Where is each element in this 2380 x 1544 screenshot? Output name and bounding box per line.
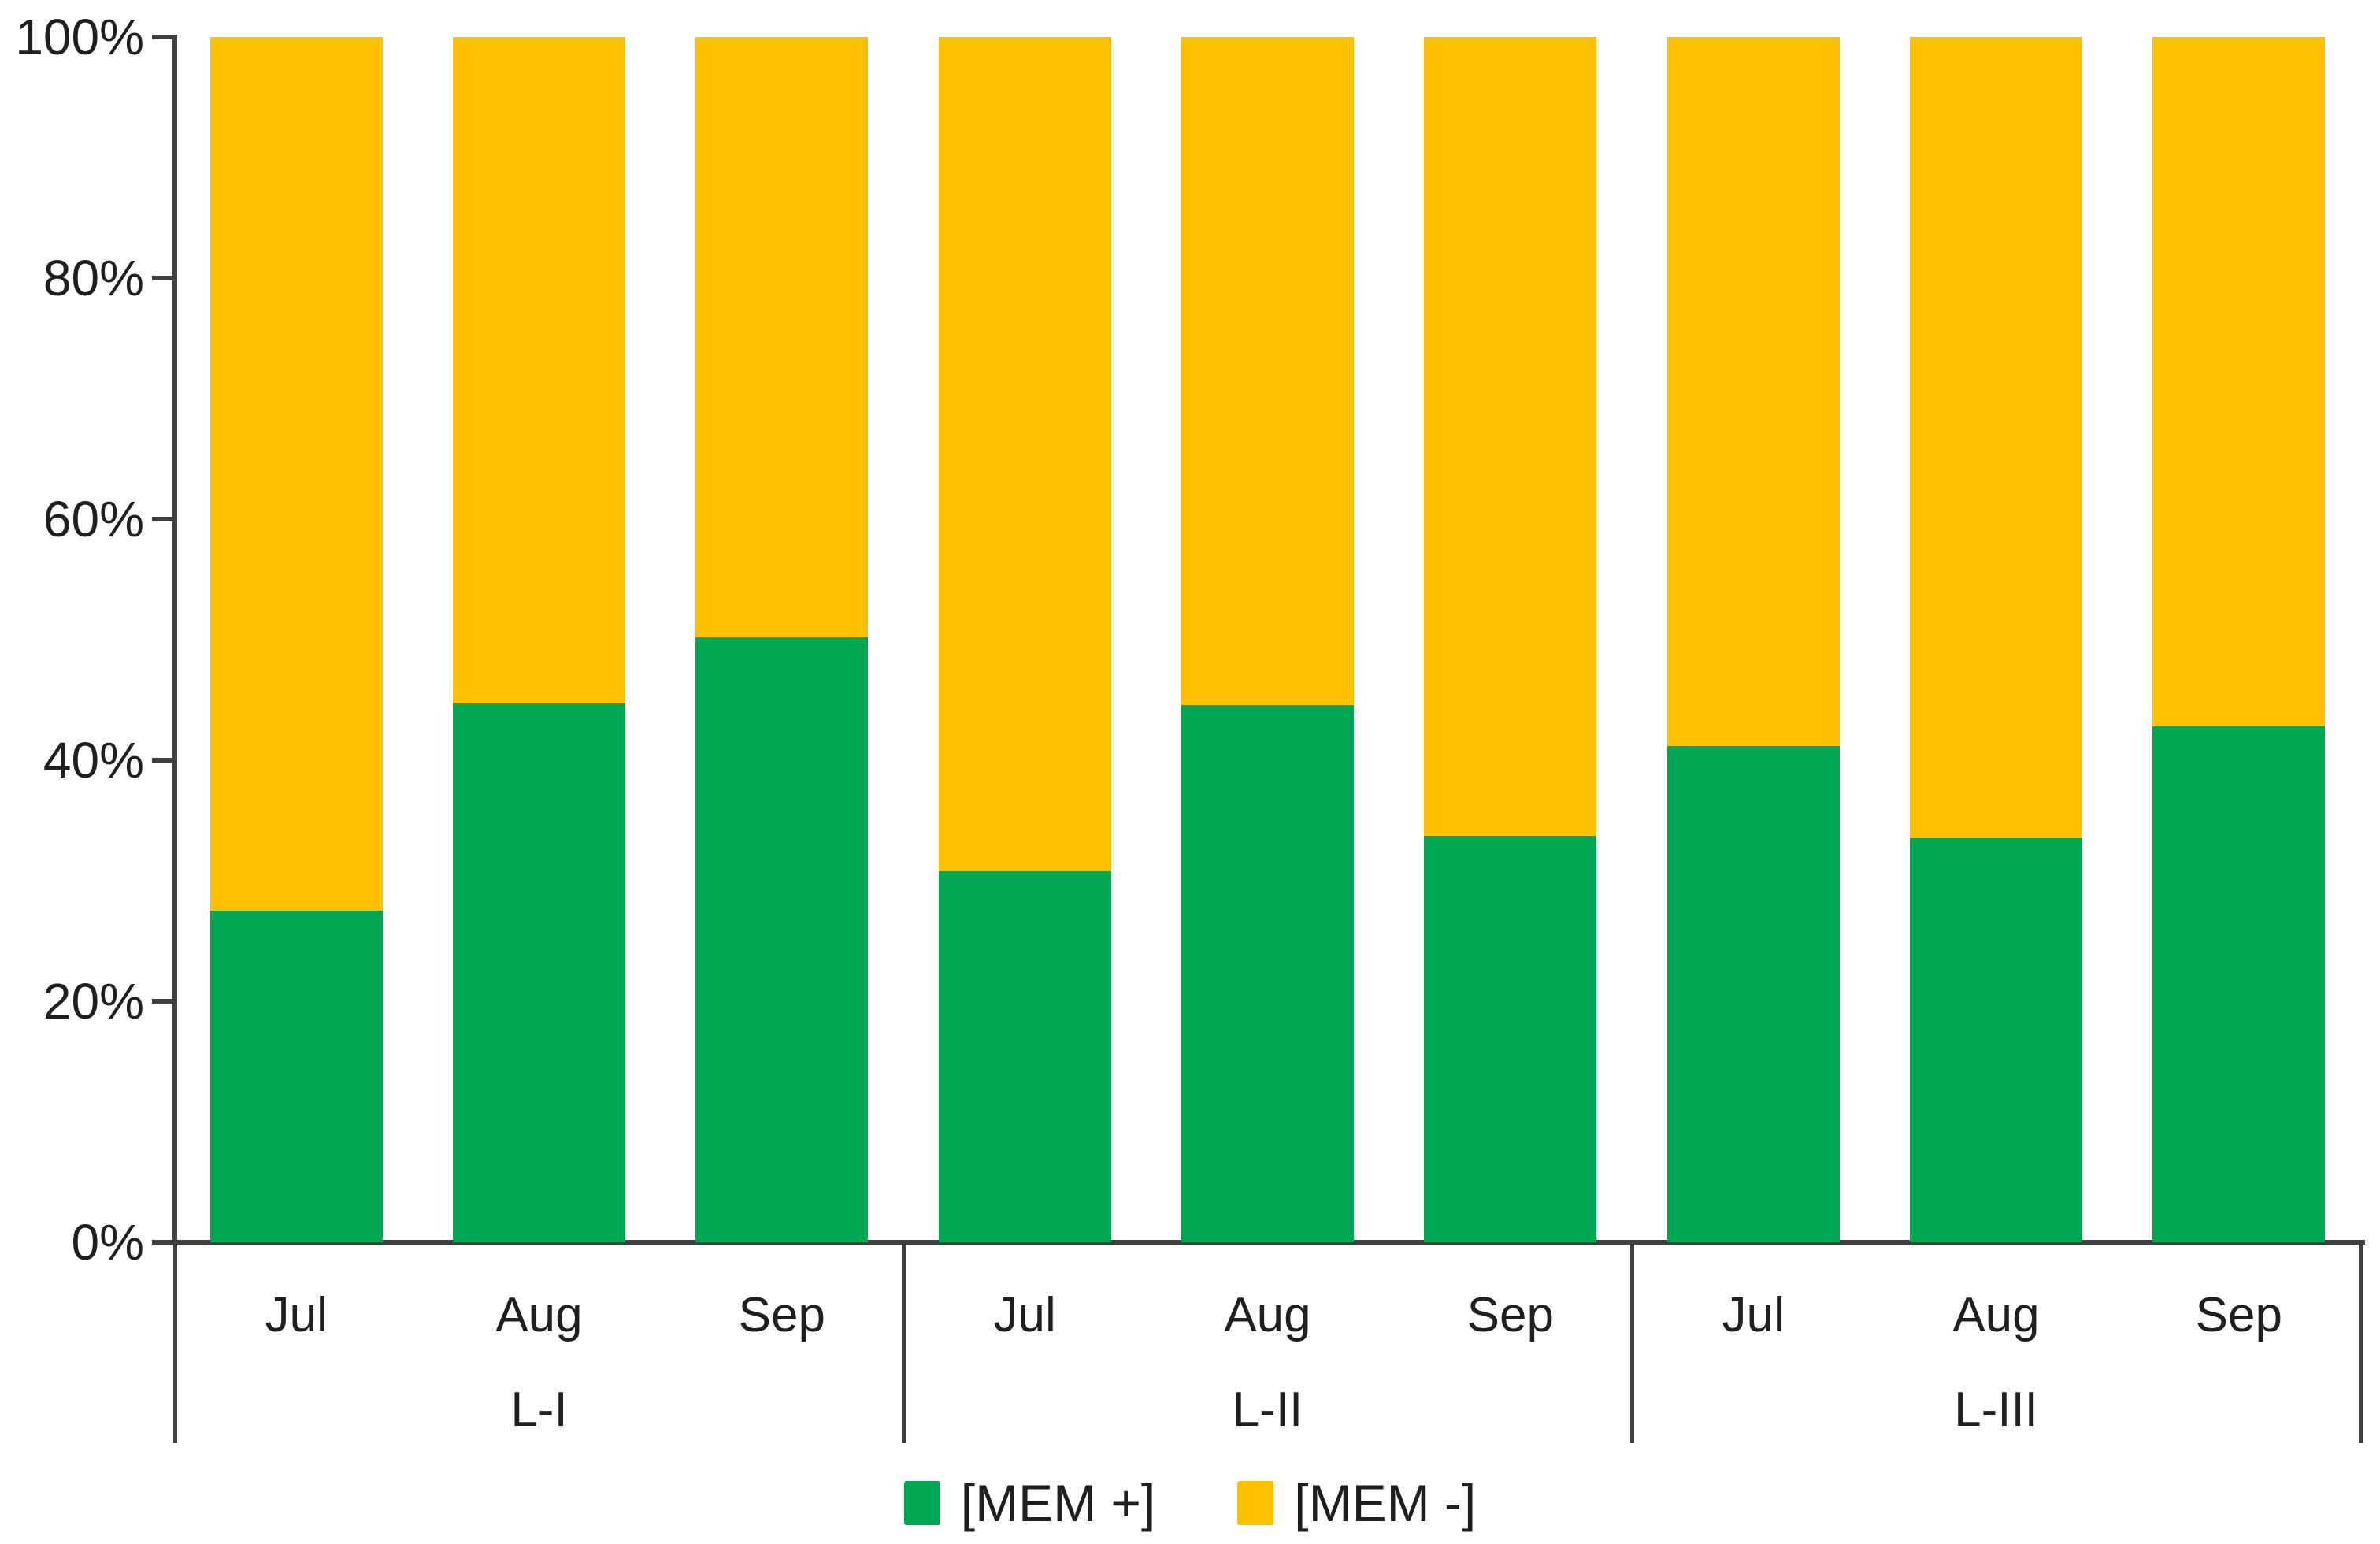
y-axis-tick-mark	[152, 1240, 173, 1245]
y-axis-tick-label: 100%	[15, 9, 144, 65]
bar-l-i-aug	[453, 37, 625, 1242]
month-label: Sep	[1466, 1288, 1554, 1342]
legend-swatch-mem-minus-icon	[1237, 1481, 1274, 1525]
category-separator-line	[2359, 1242, 2363, 1443]
y-axis-tick-mark	[152, 999, 173, 1004]
group-label-l-i: L-I	[510, 1383, 568, 1437]
bar-segment-mem-minus	[1424, 37, 1596, 837]
bar-segment-mem-plus	[1910, 838, 2082, 1242]
legend-swatch-mem-plus-icon	[903, 1481, 940, 1525]
legend-entry-mem-plus: [MEM +]	[903, 1472, 1156, 1535]
bar-l-i-jul	[210, 37, 383, 1242]
month-label: Aug	[495, 1288, 583, 1342]
month-label: Aug	[1952, 1288, 2040, 1342]
bar-segment-mem-plus	[210, 911, 383, 1242]
category-separator-line	[173, 1242, 177, 1443]
bar-l-ii-aug	[1181, 37, 1354, 1242]
plot-area	[175, 37, 2360, 1242]
y-axis-tick-mark	[152, 35, 173, 39]
y-axis-tick-label: 20%	[43, 973, 144, 1030]
bar-segment-mem-minus	[2152, 37, 2325, 727]
bar-segment-mem-plus	[1667, 745, 1840, 1242]
bar-segment-mem-plus	[1181, 704, 1354, 1242]
y-axis-tick-mark	[152, 758, 173, 763]
y-axis-tick-label: 60%	[43, 491, 144, 547]
legend-label-mem-minus: [MEM -]	[1294, 1474, 1477, 1532]
bar-l-ii-jul	[939, 37, 1111, 1242]
y-axis-tick-mark	[152, 517, 173, 521]
legend: [MEM +] [MEM -]	[0, 1472, 2380, 1535]
y-axis-tick-label: 40%	[43, 732, 144, 789]
legend-label-mem-plus: [MEM +]	[960, 1474, 1156, 1532]
bar-segment-mem-plus	[1424, 836, 1596, 1242]
bar-segment-mem-plus	[2152, 726, 2325, 1242]
bar-segment-mem-minus	[1667, 37, 1840, 746]
bar-l-i-sep	[695, 37, 868, 1242]
y-axis-tick-mark	[152, 276, 173, 280]
month-label: Jul	[993, 1288, 1056, 1342]
month-label: Sep	[2195, 1288, 2282, 1342]
category-separator-line	[902, 1242, 906, 1443]
bar-l-iii-sep	[2152, 37, 2325, 1242]
bar-l-ii-sep	[1424, 37, 1596, 1242]
bar-segment-mem-plus	[695, 637, 868, 1242]
y-axis-tick-label: 80%	[43, 250, 144, 306]
month-label: Sep	[738, 1288, 825, 1342]
bar-segment-mem-minus	[1181, 37, 1354, 705]
bar-segment-mem-minus	[1910, 37, 2082, 839]
month-label: Aug	[1224, 1288, 1311, 1342]
month-label: Jul	[1722, 1288, 1785, 1342]
group-label-l-ii: L-II	[1232, 1383, 1303, 1437]
bar-segment-mem-minus	[939, 37, 1111, 871]
category-separator-line	[1630, 1242, 1634, 1443]
bar-l-iii-aug	[1910, 37, 2082, 1242]
y-axis-tick-label: 0%	[71, 1214, 145, 1271]
bar-segment-mem-plus	[939, 870, 1111, 1242]
group-label-l-iii: L-III	[1954, 1383, 2038, 1437]
bar-segment-mem-minus	[210, 37, 383, 911]
x-axis-line	[172, 1240, 2365, 1245]
y-axis-line	[172, 35, 177, 1245]
bar-l-iii-jul	[1667, 37, 1840, 1242]
legend-entry-mem-minus: [MEM -]	[1237, 1472, 1476, 1535]
bar-segment-mem-minus	[453, 37, 625, 704]
bar-segment-mem-plus	[453, 703, 625, 1242]
bar-segment-mem-minus	[695, 37, 868, 637]
month-label: Jul	[265, 1288, 328, 1342]
